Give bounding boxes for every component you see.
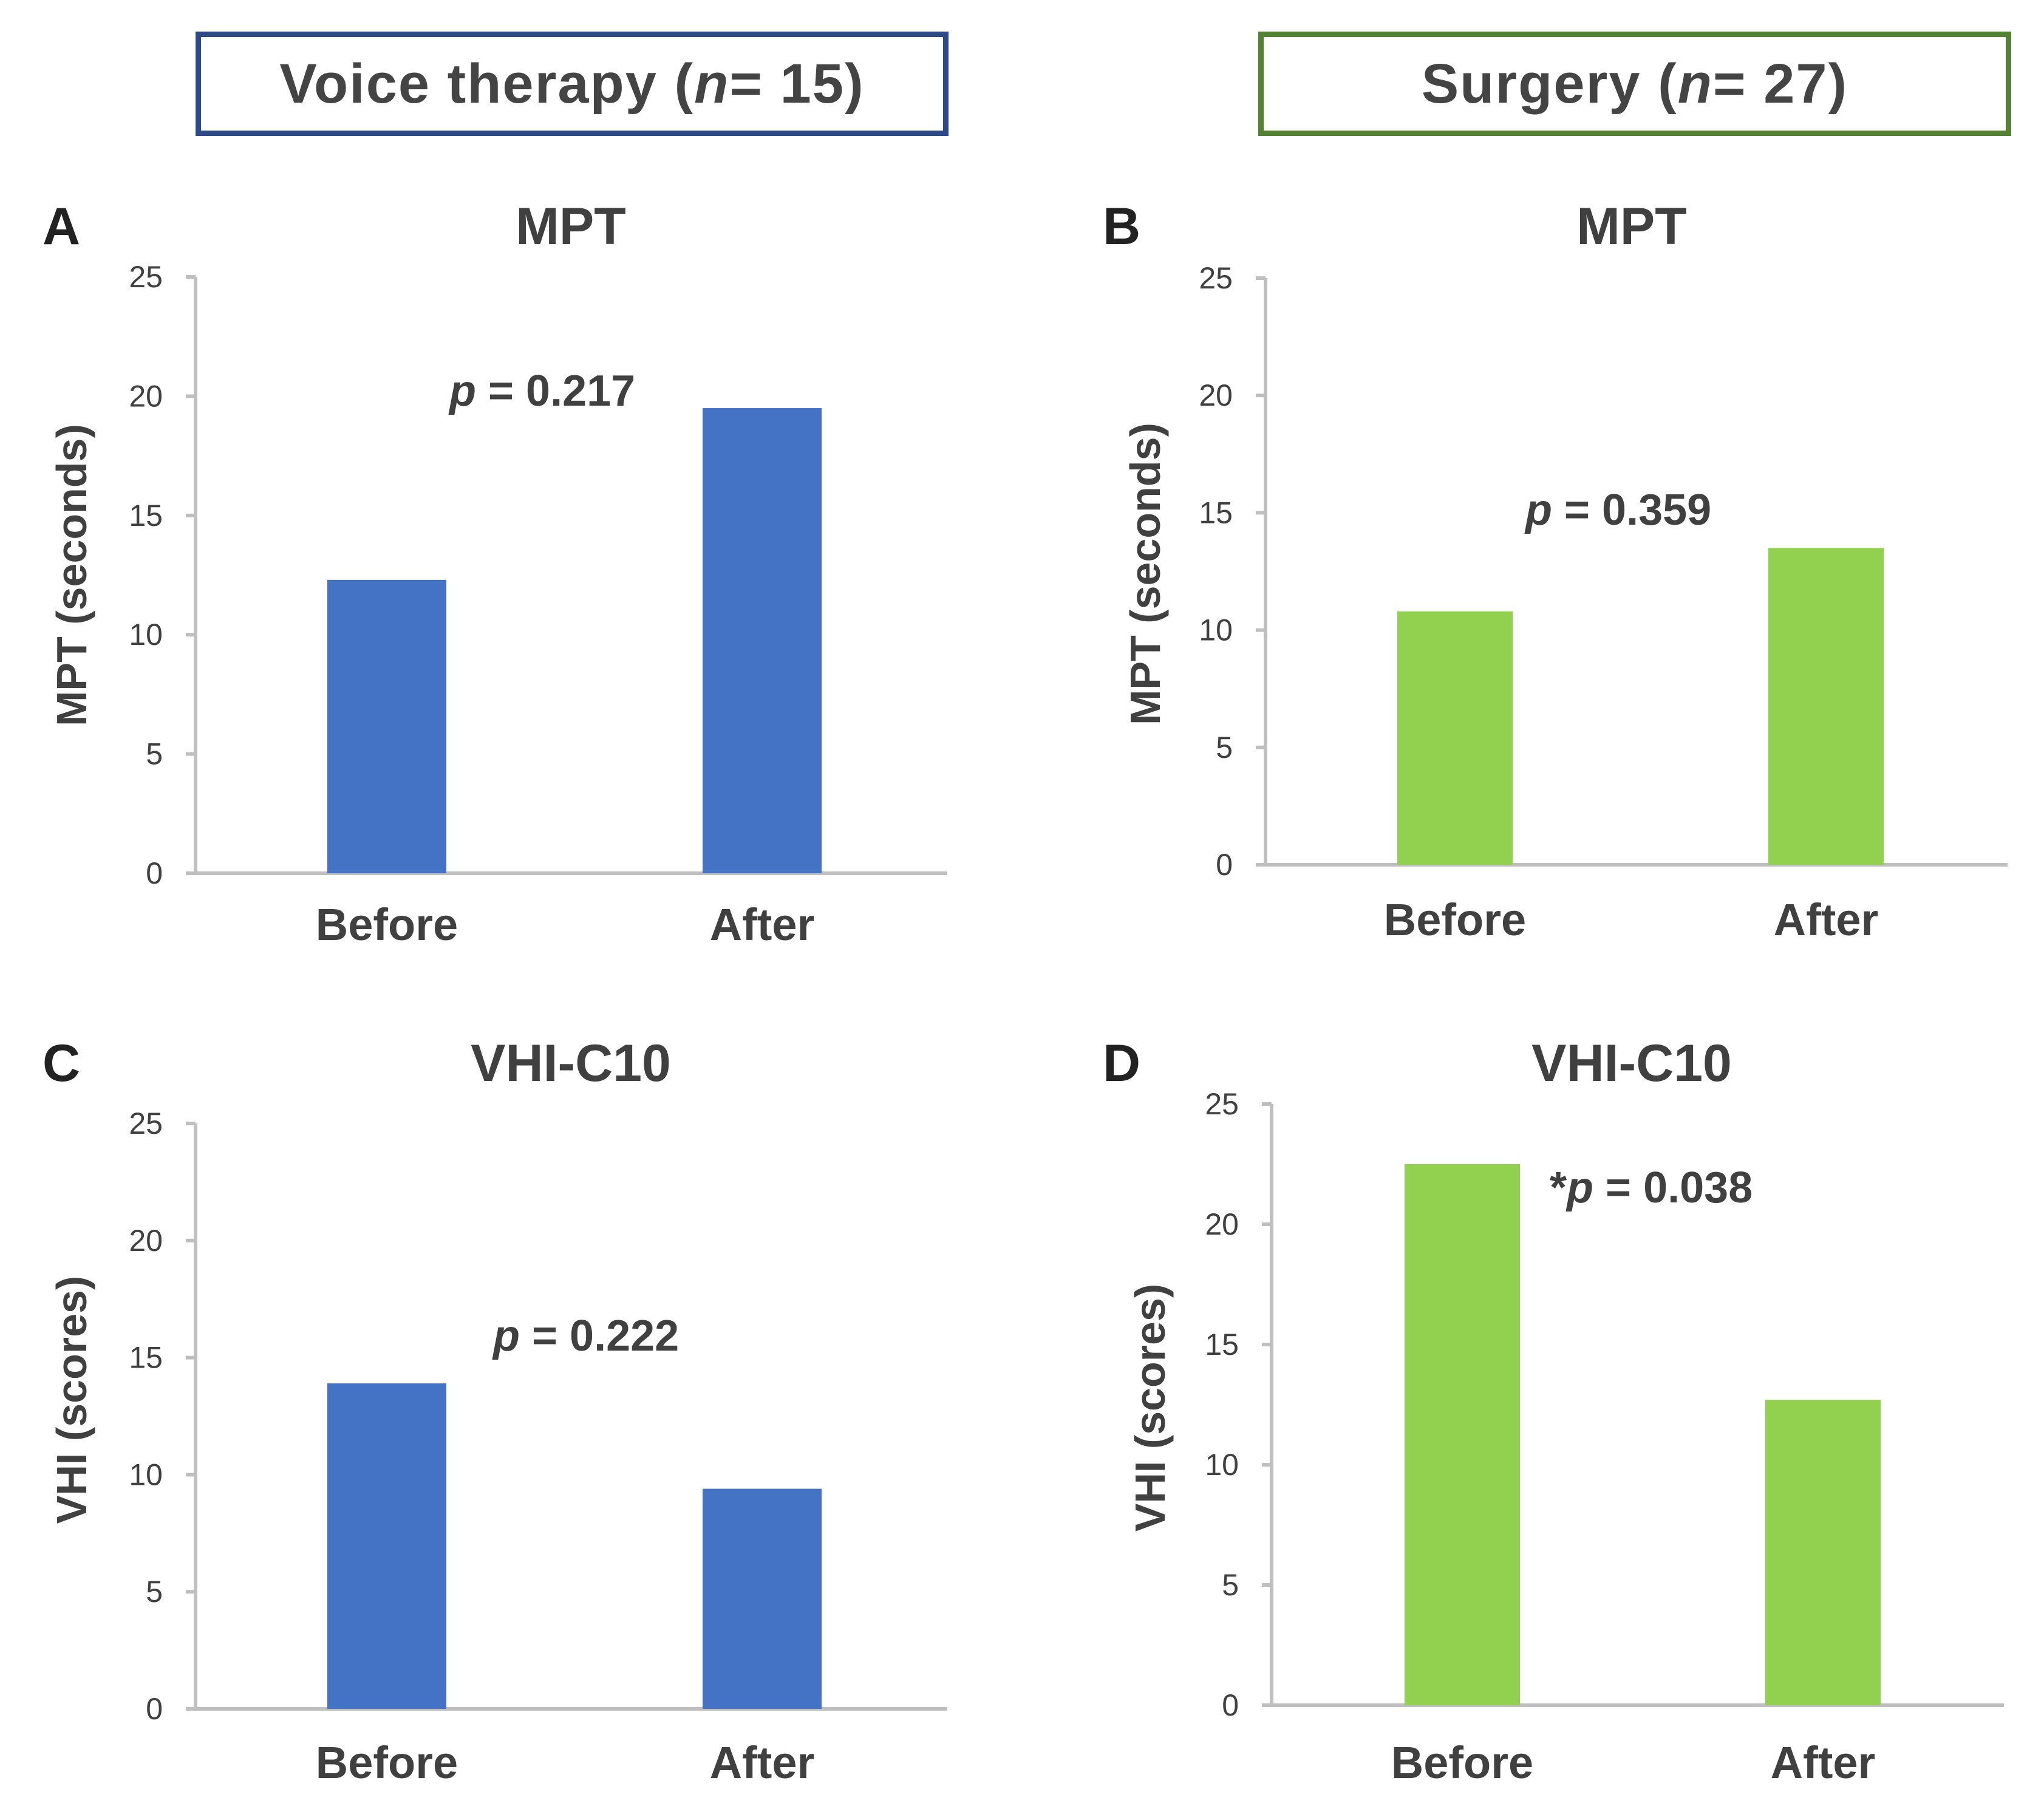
bar-after (1765, 1400, 1881, 1705)
voice-therapy-label: Voice therapy ( (279, 52, 695, 115)
y-tick-label: 5 (146, 737, 163, 771)
bar-after (703, 408, 822, 873)
category-label: Before (1384, 895, 1526, 945)
y-tick-label: 0 (146, 856, 163, 890)
voice-therapy-n: n (694, 52, 730, 115)
y-tick-label: 20 (129, 379, 163, 413)
y-axis-label: VHI (scores) (48, 1276, 95, 1524)
p-value-annotation: p = 0.359 (1524, 486, 1711, 534)
bar-before (1405, 1164, 1520, 1705)
y-axis-label: MPT (seconds) (48, 424, 95, 726)
chart-title: MPT (516, 197, 626, 256)
surgery-n-value: = 27) (1712, 52, 1848, 115)
chart-title: MPT (1576, 197, 1687, 256)
chart-panel-a: 0 5 10 15 20 25 Before After MPT A MPT (seconds) p … (43, 197, 947, 950)
y-tick-label: 15 (1205, 1328, 1239, 1362)
bar-after (1768, 548, 1884, 865)
bar-before (327, 1383, 446, 1709)
chart-panel-b: 0 5 10 15 20 25 Before After MPT B MPT (seconds) p … (1103, 197, 2008, 945)
bar-after (703, 1488, 822, 1709)
chart-panel-d: 0 5 10 15 20 25 Before After VHI-C10 D VHI (scores… (1103, 1034, 2004, 1788)
y-tick-label: 20 (1205, 1207, 1239, 1241)
panel-letter: B (1103, 197, 1140, 256)
y-axis-label: MPT (seconds) (1122, 423, 1169, 725)
surgery-label: Surgery ( (1421, 52, 1678, 115)
y-tick-label: 0 (1222, 1688, 1239, 1722)
y-tick-label: 10 (129, 618, 163, 652)
y-tick-label: 10 (1205, 1448, 1239, 1482)
panel-letter: A (43, 197, 80, 256)
y-tick-label: 5 (1222, 1568, 1239, 1602)
surgery-header: Surgery (n = 27) (1258, 32, 2011, 136)
y-tick-label: 15 (1199, 496, 1233, 530)
panel-letter: D (1103, 1034, 1140, 1092)
category-label: After (710, 899, 815, 950)
surgery-n: n (1677, 52, 1713, 115)
category-label: After (1771, 1737, 1876, 1788)
voice-therapy-header: Voice therapy (n = 15) (196, 32, 949, 136)
chart-title: VHI-C10 (1531, 1034, 1732, 1092)
p-value-annotation: *p = 0.038 (1550, 1164, 1753, 1212)
y-tick-label: 5 (146, 1575, 163, 1609)
bar-before (1397, 611, 1513, 865)
category-label: Before (1391, 1737, 1533, 1788)
y-axis-label: VHI (scores) (1126, 1284, 1174, 1532)
y-tick-label: 20 (129, 1224, 163, 1258)
chart-panel-c: 0 5 10 15 20 25 Before After VHI-C10 C VHI (scores… (43, 1034, 947, 1788)
chart-title: VHI-C10 (471, 1034, 671, 1092)
p-value-annotation: p = 0.217 (448, 367, 635, 415)
category-label: After (1774, 895, 1879, 945)
y-tick-label: 25 (129, 260, 163, 294)
category-label: Before (316, 1737, 458, 1788)
y-tick-label: 10 (129, 1457, 163, 1491)
voice-therapy-n-value: = 15) (729, 52, 865, 115)
y-tick-label: 10 (1199, 613, 1233, 647)
y-tick-label: 0 (1216, 848, 1233, 882)
y-tick-label: 20 (1199, 378, 1233, 412)
panel-letter: C (43, 1034, 80, 1092)
y-tick-label: 25 (1205, 1087, 1239, 1121)
y-tick-label: 25 (1199, 261, 1233, 295)
bar-before (327, 579, 446, 873)
y-tick-label: 5 (1216, 731, 1233, 765)
category-label: Before (316, 899, 458, 950)
y-tick-label: 15 (129, 499, 163, 533)
y-tick-label: 0 (146, 1692, 163, 1726)
y-tick-label: 25 (129, 1106, 163, 1140)
y-tick-label: 15 (129, 1341, 163, 1375)
category-label: After (710, 1737, 815, 1788)
p-value-annotation: p = 0.222 (492, 1312, 679, 1360)
